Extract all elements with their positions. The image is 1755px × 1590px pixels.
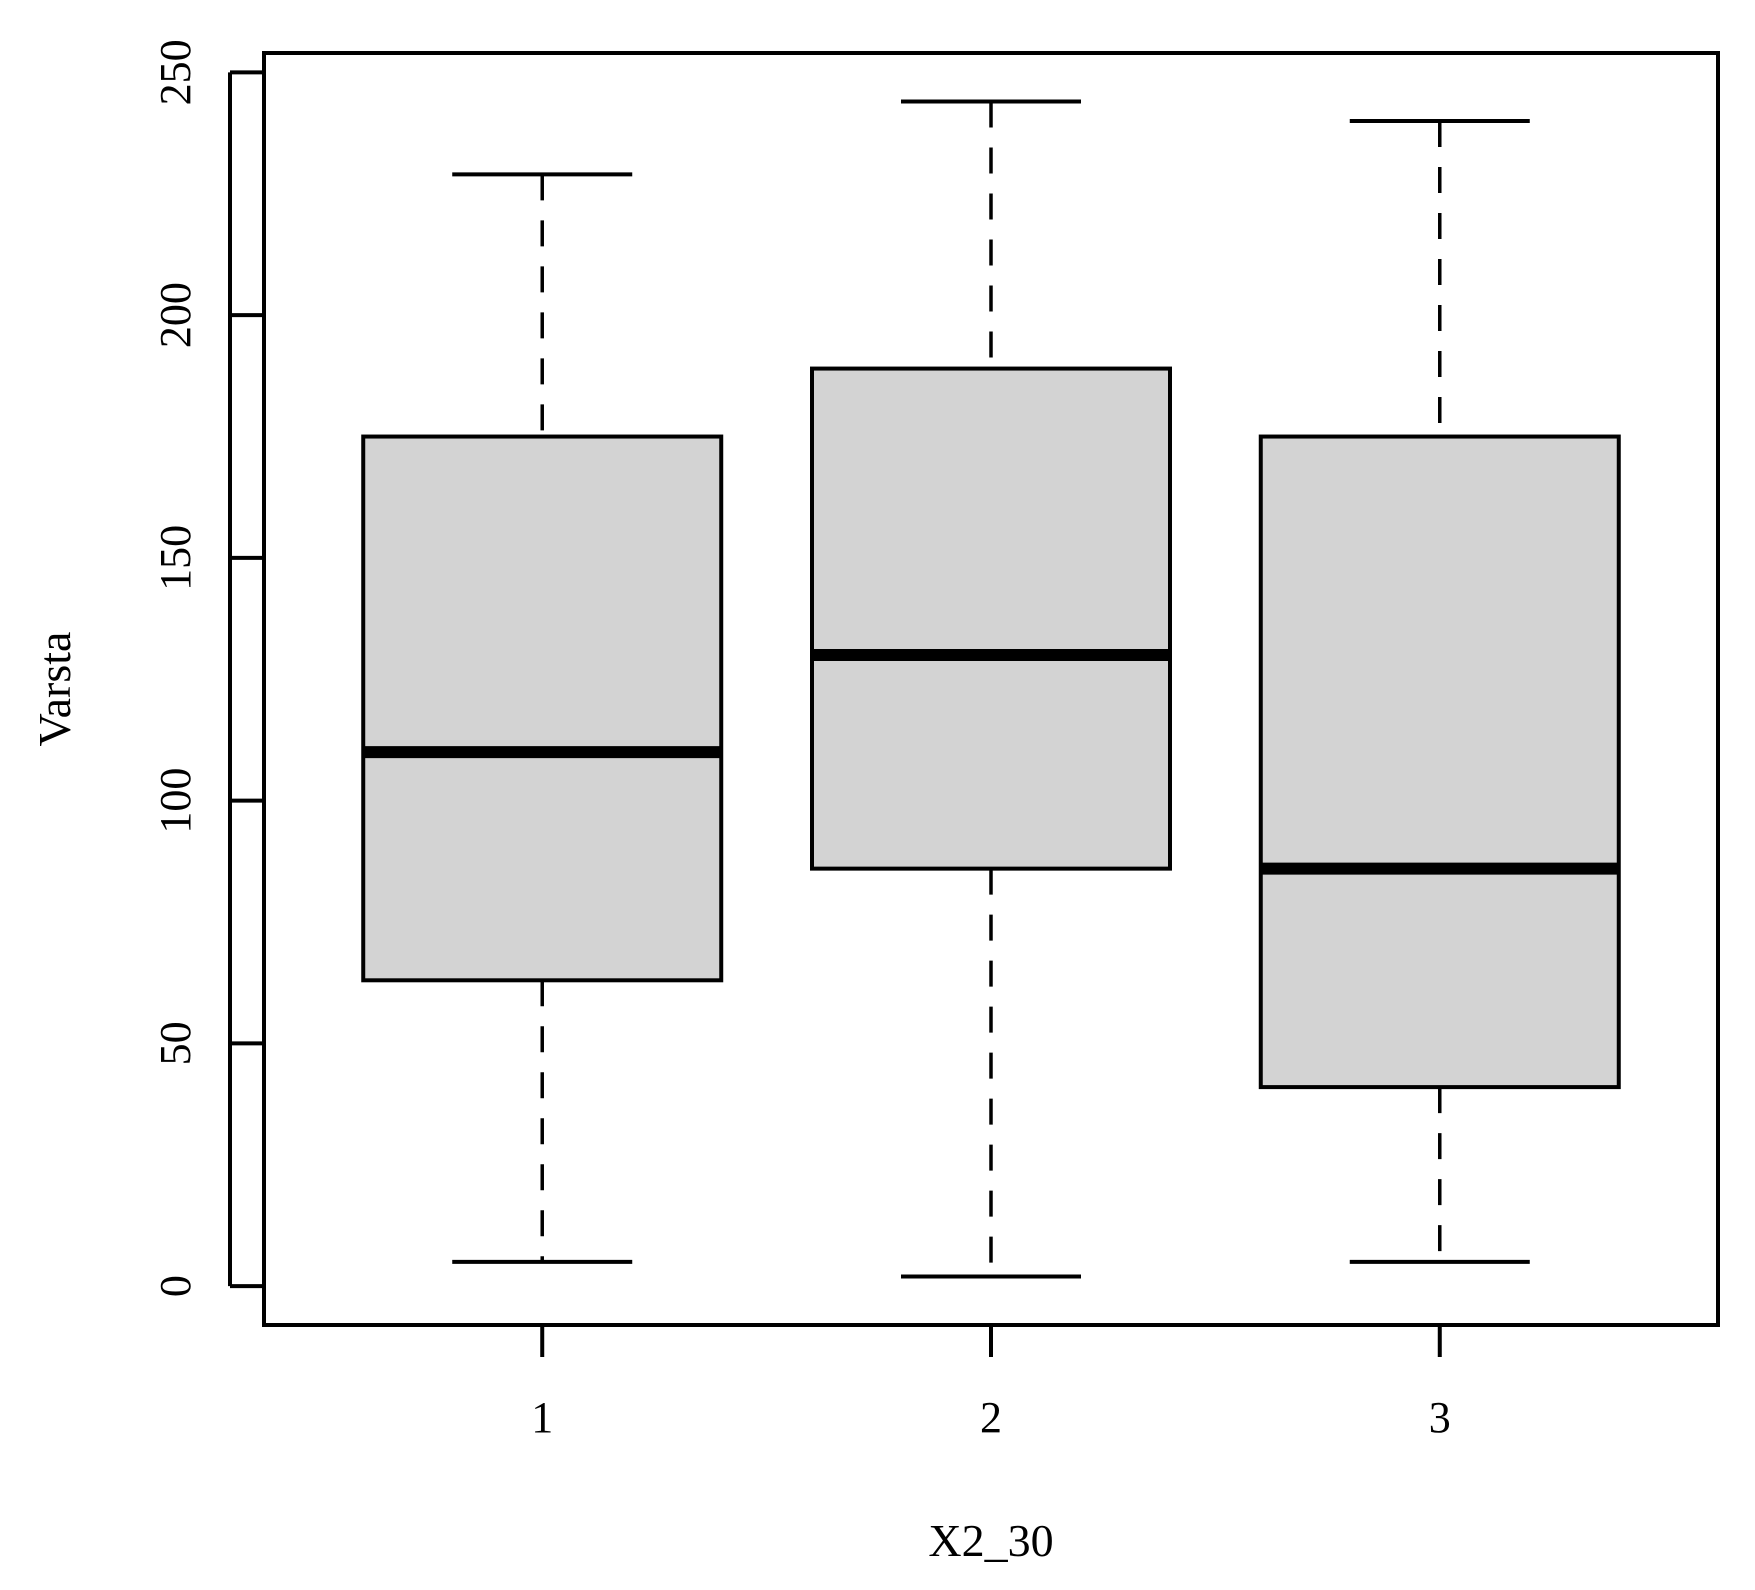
boxes-layer xyxy=(361,99,1621,1279)
box-group-1 xyxy=(361,172,724,1264)
y-tick-label: 200 xyxy=(151,282,200,348)
box-iqr xyxy=(1258,434,1621,1090)
y-tick-label: 150 xyxy=(151,525,200,591)
x-tick-label: 1 xyxy=(531,1393,553,1442)
x-axis: 1 2 3 xyxy=(531,1325,1451,1442)
x-tick-label: 2 xyxy=(980,1393,1002,1442)
box-iqr xyxy=(361,434,724,983)
x-tick-label: 3 xyxy=(1429,1393,1451,1442)
y-tick-label: 250 xyxy=(151,39,200,105)
box-iqr xyxy=(810,366,1172,871)
y-axis: 0 50 100 150 200 250 xyxy=(151,39,264,1297)
y-tick-label: 50 xyxy=(151,1021,200,1065)
x-axis-label: X2_30 xyxy=(928,1515,1053,1566)
y-tick-label: 0 xyxy=(151,1275,200,1297)
box-group-3 xyxy=(1258,118,1621,1264)
y-tick-label: 100 xyxy=(151,768,200,834)
y-axis-label: Varsta xyxy=(29,632,80,747)
box-group-2 xyxy=(810,99,1172,1279)
